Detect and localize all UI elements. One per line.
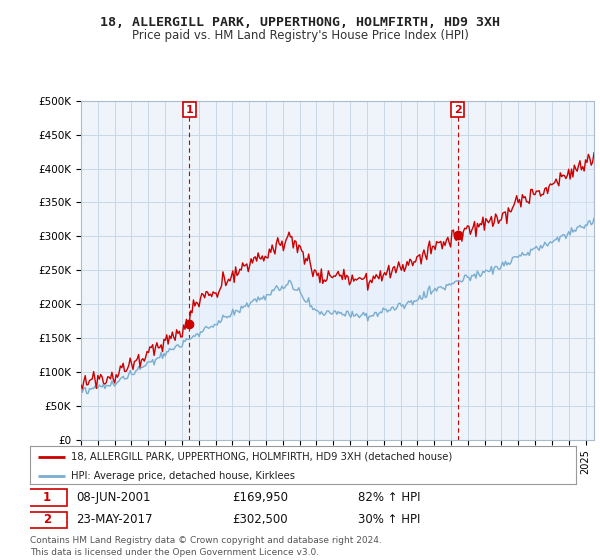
Text: 30% ↑ HPI: 30% ↑ HPI [358,514,420,526]
FancyBboxPatch shape [27,512,67,529]
Text: Price paid vs. HM Land Registry's House Price Index (HPI): Price paid vs. HM Land Registry's House … [131,29,469,42]
Text: 23-MAY-2017: 23-MAY-2017 [76,514,153,526]
Text: £302,500: £302,500 [232,514,287,526]
FancyBboxPatch shape [27,489,67,506]
Text: 18, ALLERGILL PARK, UPPERTHONG, HOLMFIRTH, HD9 3XH: 18, ALLERGILL PARK, UPPERTHONG, HOLMFIRT… [100,16,500,29]
Text: 08-JUN-2001: 08-JUN-2001 [76,491,151,504]
Text: Contains HM Land Registry data © Crown copyright and database right 2024.
This d: Contains HM Land Registry data © Crown c… [30,536,382,557]
Text: 2: 2 [454,105,461,115]
Text: 2: 2 [43,514,51,526]
Text: £169,950: £169,950 [232,491,288,504]
Text: 1: 1 [43,491,51,504]
Text: 1: 1 [185,105,193,115]
Text: HPI: Average price, detached house, Kirklees: HPI: Average price, detached house, Kirk… [71,471,295,481]
Text: 18, ALLERGILL PARK, UPPERTHONG, HOLMFIRTH, HD9 3XH (detached house): 18, ALLERGILL PARK, UPPERTHONG, HOLMFIRT… [71,451,452,461]
Text: 82% ↑ HPI: 82% ↑ HPI [358,491,420,504]
